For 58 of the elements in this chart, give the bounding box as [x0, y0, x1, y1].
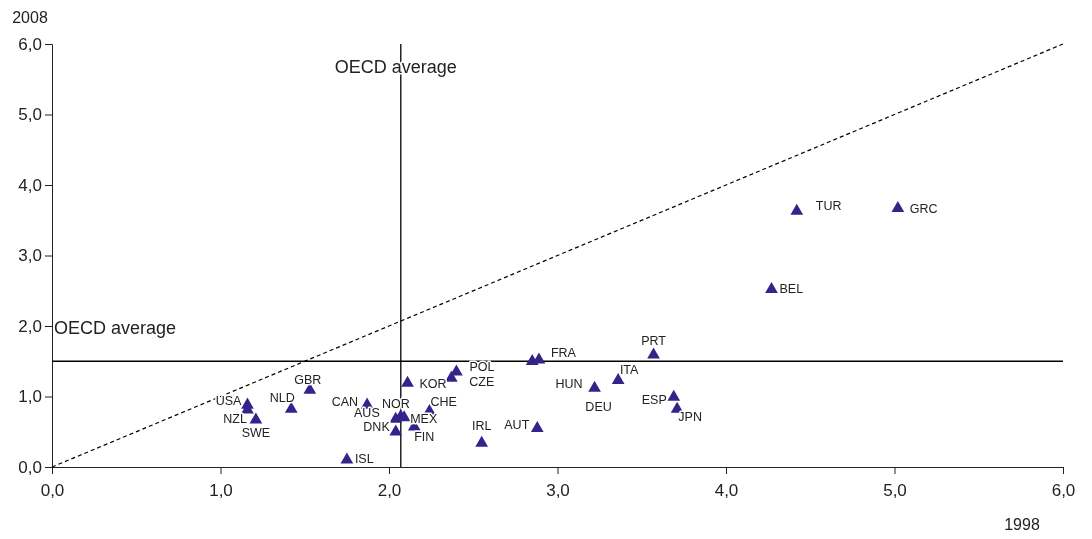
annotation: NZL — [223, 412, 247, 427]
y-tick-label: 4,0 — [18, 175, 42, 195]
annotation: CZE — [469, 375, 495, 390]
y-tick-label: 2,0 — [18, 316, 42, 336]
x-tick-label: 1,0 — [209, 480, 233, 500]
x-tick-label: 5,0 — [883, 480, 907, 500]
annotation: FIN — [414, 430, 435, 445]
point — [249, 412, 263, 424]
annotation: GBR — [294, 373, 322, 388]
point — [475, 435, 489, 447]
annotation: AUS — [354, 406, 380, 421]
x-tick-label: 0,0 — [40, 480, 65, 500]
annotation: ISL — [354, 452, 374, 467]
point — [647, 347, 660, 359]
point — [340, 452, 354, 464]
y-tick-label: 3,0 — [18, 246, 42, 266]
point — [401, 375, 414, 387]
annotation: BEL — [779, 281, 804, 296]
y-tick-label: 6,0 — [18, 34, 42, 54]
x-tick-label: 2,0 — [377, 480, 402, 500]
y-tick-label: 0,0 — [18, 457, 42, 477]
point — [611, 372, 625, 384]
point — [530, 420, 544, 432]
annotation: DNK — [363, 420, 391, 435]
point — [284, 401, 298, 413]
annotation: PRT — [641, 334, 667, 349]
x-axis-title: 1998 — [1004, 516, 1040, 533]
annotation: FRA — [550, 346, 577, 361]
annotation: TUR — [815, 199, 842, 214]
annotation: CHE — [430, 394, 457, 409]
annotation: MEX — [410, 411, 438, 426]
annotation: IRL — [471, 419, 492, 434]
annotation: AUT — [504, 417, 530, 432]
y-axis-title: 2008 — [12, 9, 48, 26]
x-tick-label: 6,0 — [1051, 480, 1076, 500]
annotation: GRC — [909, 201, 938, 216]
y-tick-label: 1,0 — [18, 387, 42, 407]
annotation: SWE — [241, 426, 271, 441]
annotation: ITA — [619, 362, 640, 377]
point — [765, 282, 778, 294]
point — [389, 424, 403, 436]
x-tick-label: 4,0 — [714, 480, 739, 500]
point — [790, 203, 804, 215]
point — [588, 380, 601, 392]
annotation: ESP — [641, 392, 667, 407]
annotation: NLD — [269, 391, 295, 406]
annotation: DEU — [585, 400, 612, 415]
point — [891, 200, 905, 212]
annotation: KOR — [419, 377, 447, 392]
x-tick-label: 3,0 — [546, 480, 570, 500]
ref-line-label: OECD average — [54, 318, 177, 339]
annotation: JPN — [678, 410, 702, 425]
y-tick-label: 5,0 — [18, 105, 42, 125]
point — [444, 370, 458, 382]
annotation: HUN — [555, 377, 583, 392]
annotation: USA — [215, 394, 243, 409]
point — [667, 389, 681, 401]
annotation: POL — [469, 360, 495, 375]
